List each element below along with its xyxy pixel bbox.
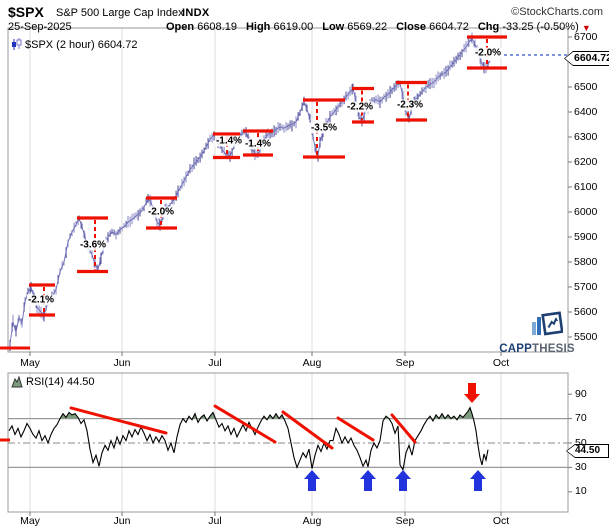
chart-date: 25-Sep-2025 — [8, 21, 72, 33]
drawdown-label: -2.1% — [26, 294, 56, 306]
cappthesis-logo-icon — [532, 311, 564, 336]
main-y-axis-label: 5900 — [574, 230, 598, 243]
rsi-x-axis-label: Aug — [302, 515, 322, 527]
main-x-axis-label: Jun — [113, 357, 131, 369]
candlestick-chart-icon — [12, 38, 22, 50]
cappthesis-watermark: CAPPTHESIS — [497, 310, 577, 355]
drawdown-label: -2.0% — [146, 206, 176, 218]
rsi-x-axis-label: May — [20, 515, 40, 527]
rsi-y-axis-label: 70 — [575, 412, 587, 425]
low-value: 6569.22 — [347, 21, 388, 33]
main-y-axis-label: 6200 — [574, 155, 598, 168]
index-name: S&P 500 Large Cap Index — [56, 7, 184, 19]
open-pair: Open 6608.19 — [166, 21, 237, 33]
drawdown-label: -2.0% — [473, 47, 503, 59]
rsi-trendline — [390, 413, 417, 444]
rsi-y-axis-label: 90 — [575, 387, 587, 400]
low-label: Low — [322, 21, 345, 33]
main-y-axis-label: 5600 — [574, 305, 598, 318]
main-y-axis-label: 6700 — [574, 30, 598, 43]
last-price-flag: 6604.72 — [564, 51, 609, 66]
rsi-line — [8, 406, 489, 472]
area-chart-icon — [11, 376, 23, 388]
high-value: 6619.00 — [273, 21, 314, 33]
rsi-x-axis-label: Jul — [208, 515, 222, 527]
drawdown-annotation — [146, 196, 177, 230]
drawdown-label: -1.4% — [214, 135, 244, 147]
chg-label: Chg — [477, 21, 500, 33]
rsi-trendline — [281, 410, 334, 450]
main-y-axis-label: 5800 — [574, 255, 598, 268]
rsi-x-axis-label: Sep — [395, 515, 415, 527]
rsi-legend-text: RSI(14) 44.50 — [26, 376, 95, 388]
candles-layer — [9, 32, 491, 351]
drawdown-label: -3.6% — [78, 239, 108, 251]
exchange-label: INDX — [182, 7, 210, 19]
main-y-axis-label: 6400 — [574, 105, 598, 118]
blue-up-arrow — [470, 470, 486, 491]
drawdown-label: -2.3% — [395, 99, 425, 111]
main-y-axis-label: 6000 — [574, 205, 598, 218]
main-x-axis-label: Jul — [208, 357, 222, 369]
main-x-axis-label: Aug — [302, 357, 322, 369]
price-line — [9, 37, 491, 345]
drawdown-annotation — [303, 98, 345, 159]
chg-down-triangle-icon: ▼ — [581, 23, 591, 33]
drawdown-annotation — [467, 35, 507, 70]
rsi-value-flag: 44.50 — [566, 444, 609, 458]
ohlc-quote-row: Open 6608.19 High 6619.00 Low 6569.22 Cl… — [166, 21, 591, 33]
main-x-axis-label: May — [20, 357, 40, 369]
blue-up-arrow — [360, 470, 376, 491]
main-chart-legend: $SPX (2 hour) 6604.72 — [11, 38, 138, 51]
main-y-axis-label: 5500 — [574, 330, 598, 343]
rsi-trendline — [69, 406, 168, 435]
close-label: Close — [396, 21, 427, 33]
panel-border — [7, 27, 569, 353]
rsi-y-axis-label: 30 — [575, 460, 587, 473]
high-label: High — [245, 21, 271, 33]
main-x-axis-label: Sep — [395, 357, 415, 369]
main-y-axis-label: 6500 — [574, 80, 598, 93]
main-y-axis-label: 5700 — [574, 280, 598, 293]
main-y-axis-label: 6100 — [574, 180, 598, 193]
open-label: Open — [166, 21, 195, 33]
blue-up-arrow — [395, 470, 411, 491]
rsi-y-axis-label: 10 — [575, 485, 587, 498]
open-value: 6608.19 — [197, 21, 237, 33]
high-pair: High 6619.00 — [246, 21, 313, 33]
red-down-arrow — [464, 383, 480, 403]
main-chart-legend-text: $SPX (2 hour) 6604.72 — [25, 38, 138, 51]
blue-up-arrow — [304, 470, 320, 491]
drawdown-label: -2.2% — [345, 101, 375, 113]
main-x-axis-label: Oct — [492, 357, 510, 369]
close-pair: Close 6604.72 — [396, 21, 469, 33]
chg-pair: Chg -33.25 (-0.50%) ▼ — [478, 21, 591, 33]
symbol-title: $SPX — [8, 4, 44, 20]
rsi-x-axis-label: Oct — [492, 515, 510, 527]
stockcharts-credit-link[interactable]: ©StockCharts.com — [511, 6, 603, 18]
rsi-value-flag-value: 44.50 — [567, 445, 608, 457]
rsi-legend: RSI(14) 44.50 — [11, 376, 94, 388]
main-y-axis-label: 6300 — [574, 130, 598, 143]
rsi-trendline — [336, 416, 375, 442]
cappthesis-logo-text: CAPPTHESIS — [497, 343, 577, 355]
drawdown-annotation — [29, 283, 55, 317]
rsi-x-axis-label: Jun — [113, 515, 131, 527]
drawdown-label: -3.5% — [309, 122, 339, 134]
close-value: 6604.72 — [429, 21, 469, 33]
rsi-y-axis-label: 50 — [575, 436, 587, 449]
rsi-trendline — [213, 404, 277, 444]
last-price-flag-value: 6604.72 — [565, 52, 609, 65]
logo-text-thesis: THESIS — [532, 343, 575, 355]
logo-text-capp: CAPP — [499, 343, 532, 355]
chg-value: -33.25 (-0.50%) — [502, 21, 579, 33]
low-pair: Low 6569.22 — [322, 21, 387, 33]
drawdown-label: -1.4% — [243, 138, 273, 150]
